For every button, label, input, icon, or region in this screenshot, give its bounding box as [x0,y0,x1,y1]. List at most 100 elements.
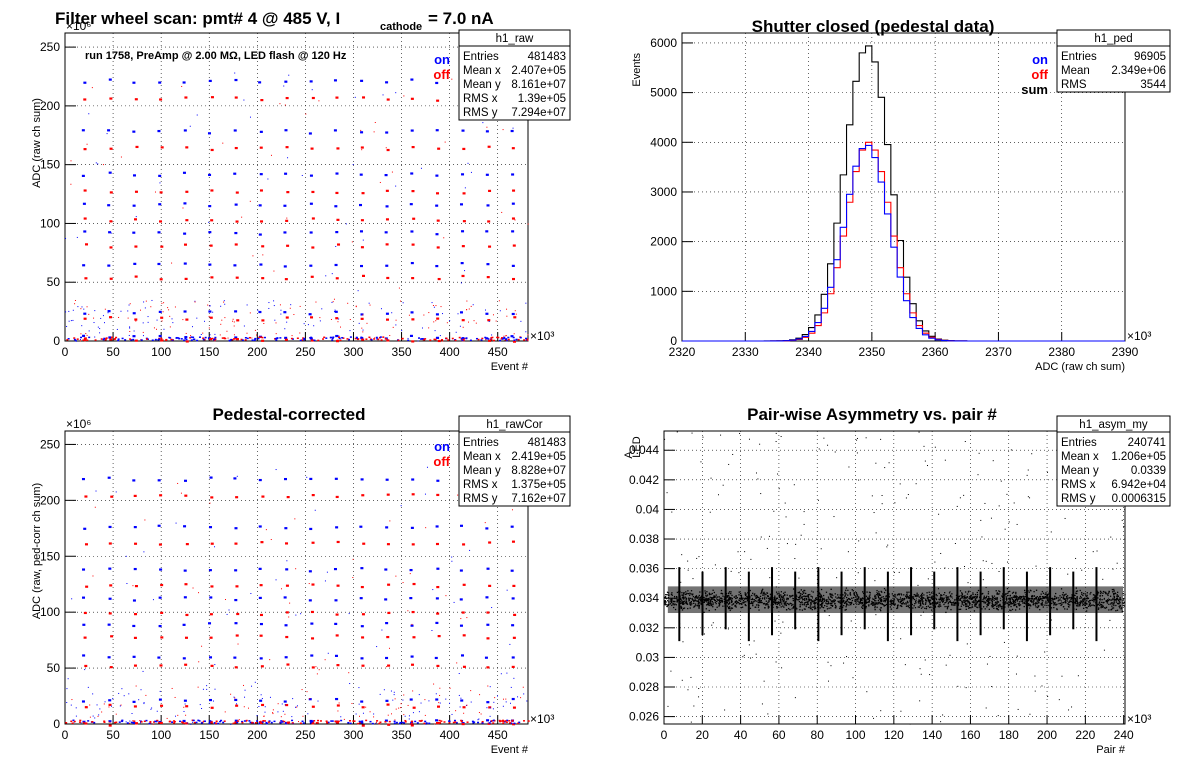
noise-point [501,211,503,213]
baseline-point [222,721,225,724]
noise-point [142,670,144,672]
data-point-on [283,204,287,207]
noise-point [185,714,187,716]
asym-outlier [907,494,909,496]
baseline-point [258,721,261,723]
noise-point [144,307,146,309]
baseline-point [220,719,223,722]
noise-point [439,702,441,704]
noise-point [526,700,528,702]
x-tick-label: 100 [151,728,171,742]
x-axis-title: Pair # [1096,744,1126,756]
baseline-point [102,338,105,341]
noise-point [352,164,354,166]
baseline-point [71,722,74,725]
baseline-point [490,720,493,722]
x-tick-label: 50 [106,728,120,742]
data-point-on [208,173,212,177]
baseline-point [168,720,171,723]
data-point-on [132,479,136,482]
asym-point [1122,604,1124,607]
data-point-off [84,495,88,498]
noise-point [420,167,422,169]
baseline-point [527,720,530,722]
data-point-on [460,262,464,265]
plot-h1_ped [681,32,1126,342]
baseline-point [155,720,158,723]
noise-point [489,686,491,688]
data-point-on [132,130,136,133]
data-point-on [309,202,313,205]
data-point-on [209,656,213,659]
noise-point [280,313,282,315]
data-point-on [82,596,86,599]
noise-point [183,706,185,708]
data-point-on [284,722,288,725]
x-tick-label: 60 [772,728,786,742]
chart-title: Pedestal-corrected [212,405,365,424]
data-point-off [513,316,517,319]
noise-point [181,85,183,87]
data-point-off [133,664,137,667]
noise-point [172,322,174,324]
noise-point [520,697,522,699]
noise-point [73,721,75,723]
data-point-off [513,613,517,617]
data-point-off [234,666,238,669]
noise-point [349,330,351,332]
noise-point [145,300,147,302]
noise-point [112,697,114,699]
data-point-on [484,656,488,659]
data-point-off [285,219,289,222]
data-point-on [183,310,187,313]
asym-outlier [920,673,922,675]
noise-point [434,330,436,332]
asym-outlier [676,431,678,433]
noise-point [209,334,211,336]
noise-point [214,333,216,335]
noise-point [401,330,403,332]
baseline-point [72,719,75,722]
data-point-off [284,278,288,281]
data-point-on [234,598,238,602]
noise-point [435,305,437,307]
data-point-on [157,479,161,482]
asym-outlier [924,659,926,661]
noise-point [420,702,422,704]
asym-outlier [981,536,983,538]
data-point-off [361,636,365,639]
noise-point [142,335,144,337]
data-point-off [185,340,189,343]
baseline-point [325,337,328,339]
baseline-point [418,337,421,339]
noise-point [202,688,204,690]
data-point-off [210,542,214,545]
data-point-on [486,263,490,266]
noise-point [66,325,68,327]
data-point-off [109,338,113,341]
data-point-on [335,334,339,338]
baseline-point [403,722,406,724]
data-point-off [235,191,239,194]
baseline-point [256,720,259,722]
noise-point [198,661,200,663]
baseline-point [266,722,269,725]
noise-point [280,716,282,718]
x-tick-label: 240 [1114,728,1134,742]
data-point-off [185,146,189,149]
data-point-on [360,79,364,82]
asym-outlier [945,664,947,666]
baseline-point [244,337,247,339]
baseline-point [371,722,374,725]
noise-point [299,332,301,334]
noise-point [514,219,516,221]
asym-outlier [937,588,939,590]
data-point-on [259,173,263,176]
data-point-off [234,96,238,99]
data-point-on [309,174,313,177]
data-point-off [311,637,315,640]
data-point-on [334,477,338,480]
data-point-on [285,568,289,571]
noise-point [230,693,232,695]
noise-point [132,720,134,722]
